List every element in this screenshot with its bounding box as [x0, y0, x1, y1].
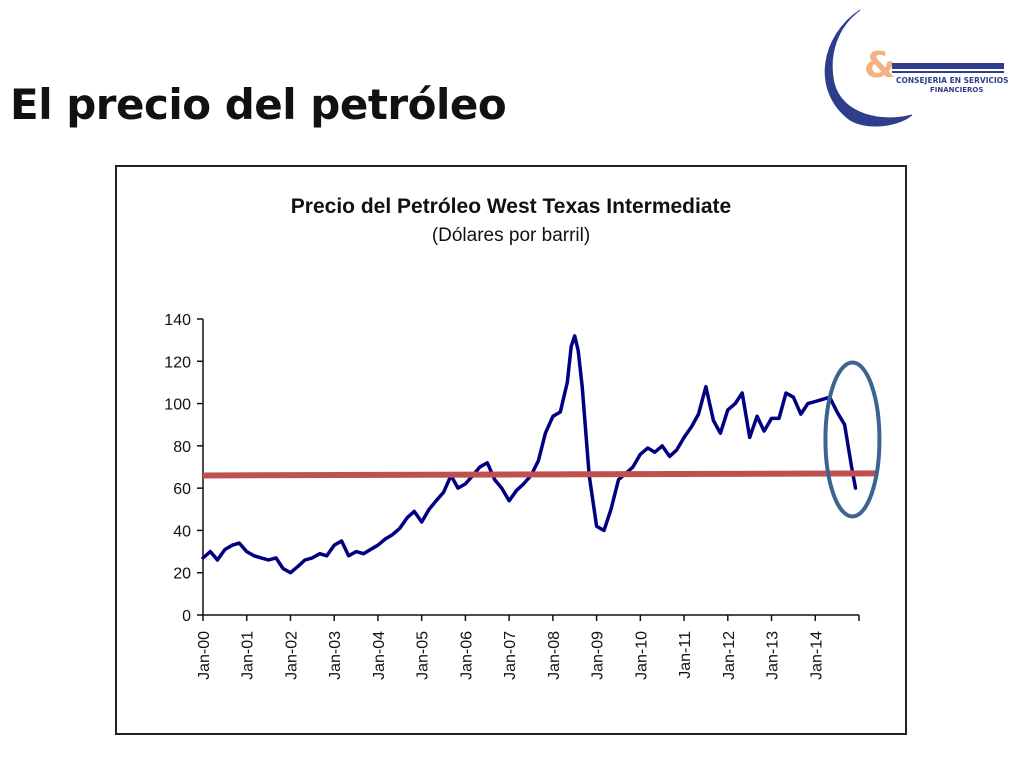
y-tick-label: 0: [182, 608, 191, 625]
price-line: [201, 334, 858, 575]
plot-area: 0 20 40 60 80 100 120 140 Jan-00 Jan-01 Jan-02 Jan-…: [164, 312, 882, 680]
company-logo: & CONSEJERIA EN SERVICIOS FINANCIEROS: [824, 9, 1009, 127]
logo-ampersand: &: [864, 45, 895, 86]
x-tick-label: Jan-14: [808, 631, 825, 680]
x-tick-label: Jan-08: [546, 631, 563, 680]
x-tick-label: Jan-05: [415, 631, 432, 680]
logo-text-line2: FINANCIEROS: [930, 86, 983, 94]
x-tick-label: Jan-11: [677, 631, 694, 679]
highlight-ellipse: [823, 360, 882, 519]
reference-line: [202, 470, 878, 479]
slide-title: El precio del petróleo: [10, 80, 507, 129]
chart-subtitle: (Dólares por barril): [431, 225, 591, 246]
chart-title: Precio del Petróleo West Texas Intermedi…: [290, 195, 732, 218]
x-tick-label: Jan-10: [633, 631, 650, 680]
x-tick-label: Jan-04: [371, 631, 388, 680]
y-tick-label: 60: [173, 481, 191, 498]
x-tick-label: Jan-07: [502, 631, 519, 680]
logo-swoosh: [824, 9, 913, 127]
x-tick-label: Jan-00: [196, 631, 213, 680]
y-tick-label: 80: [173, 439, 191, 456]
chart-frame: Precio del Petróleo West Texas Intermedi…: [115, 165, 907, 735]
y-tick-label: 120: [164, 354, 191, 371]
x-tick-label: Jan-12: [721, 631, 738, 680]
x-tick-label: Jan-06: [458, 631, 475, 680]
y-tick-label: 100: [164, 397, 191, 414]
y-tick-label: 40: [173, 523, 191, 540]
x-tick-label: Jan-13: [765, 631, 782, 680]
logo-bar: [892, 63, 1004, 69]
x-tick-label: Jan-02: [283, 631, 300, 680]
x-tick-label: Jan-09: [590, 631, 607, 680]
x-tick-label: Jan-03: [327, 631, 344, 680]
y-tick-label: 140: [164, 312, 191, 329]
logo-text-line1: CONSEJERIA EN SERVICIOS: [896, 76, 1009, 85]
y-tick-label: 20: [173, 566, 191, 583]
x-tick-label: Jan-01: [240, 631, 257, 680]
